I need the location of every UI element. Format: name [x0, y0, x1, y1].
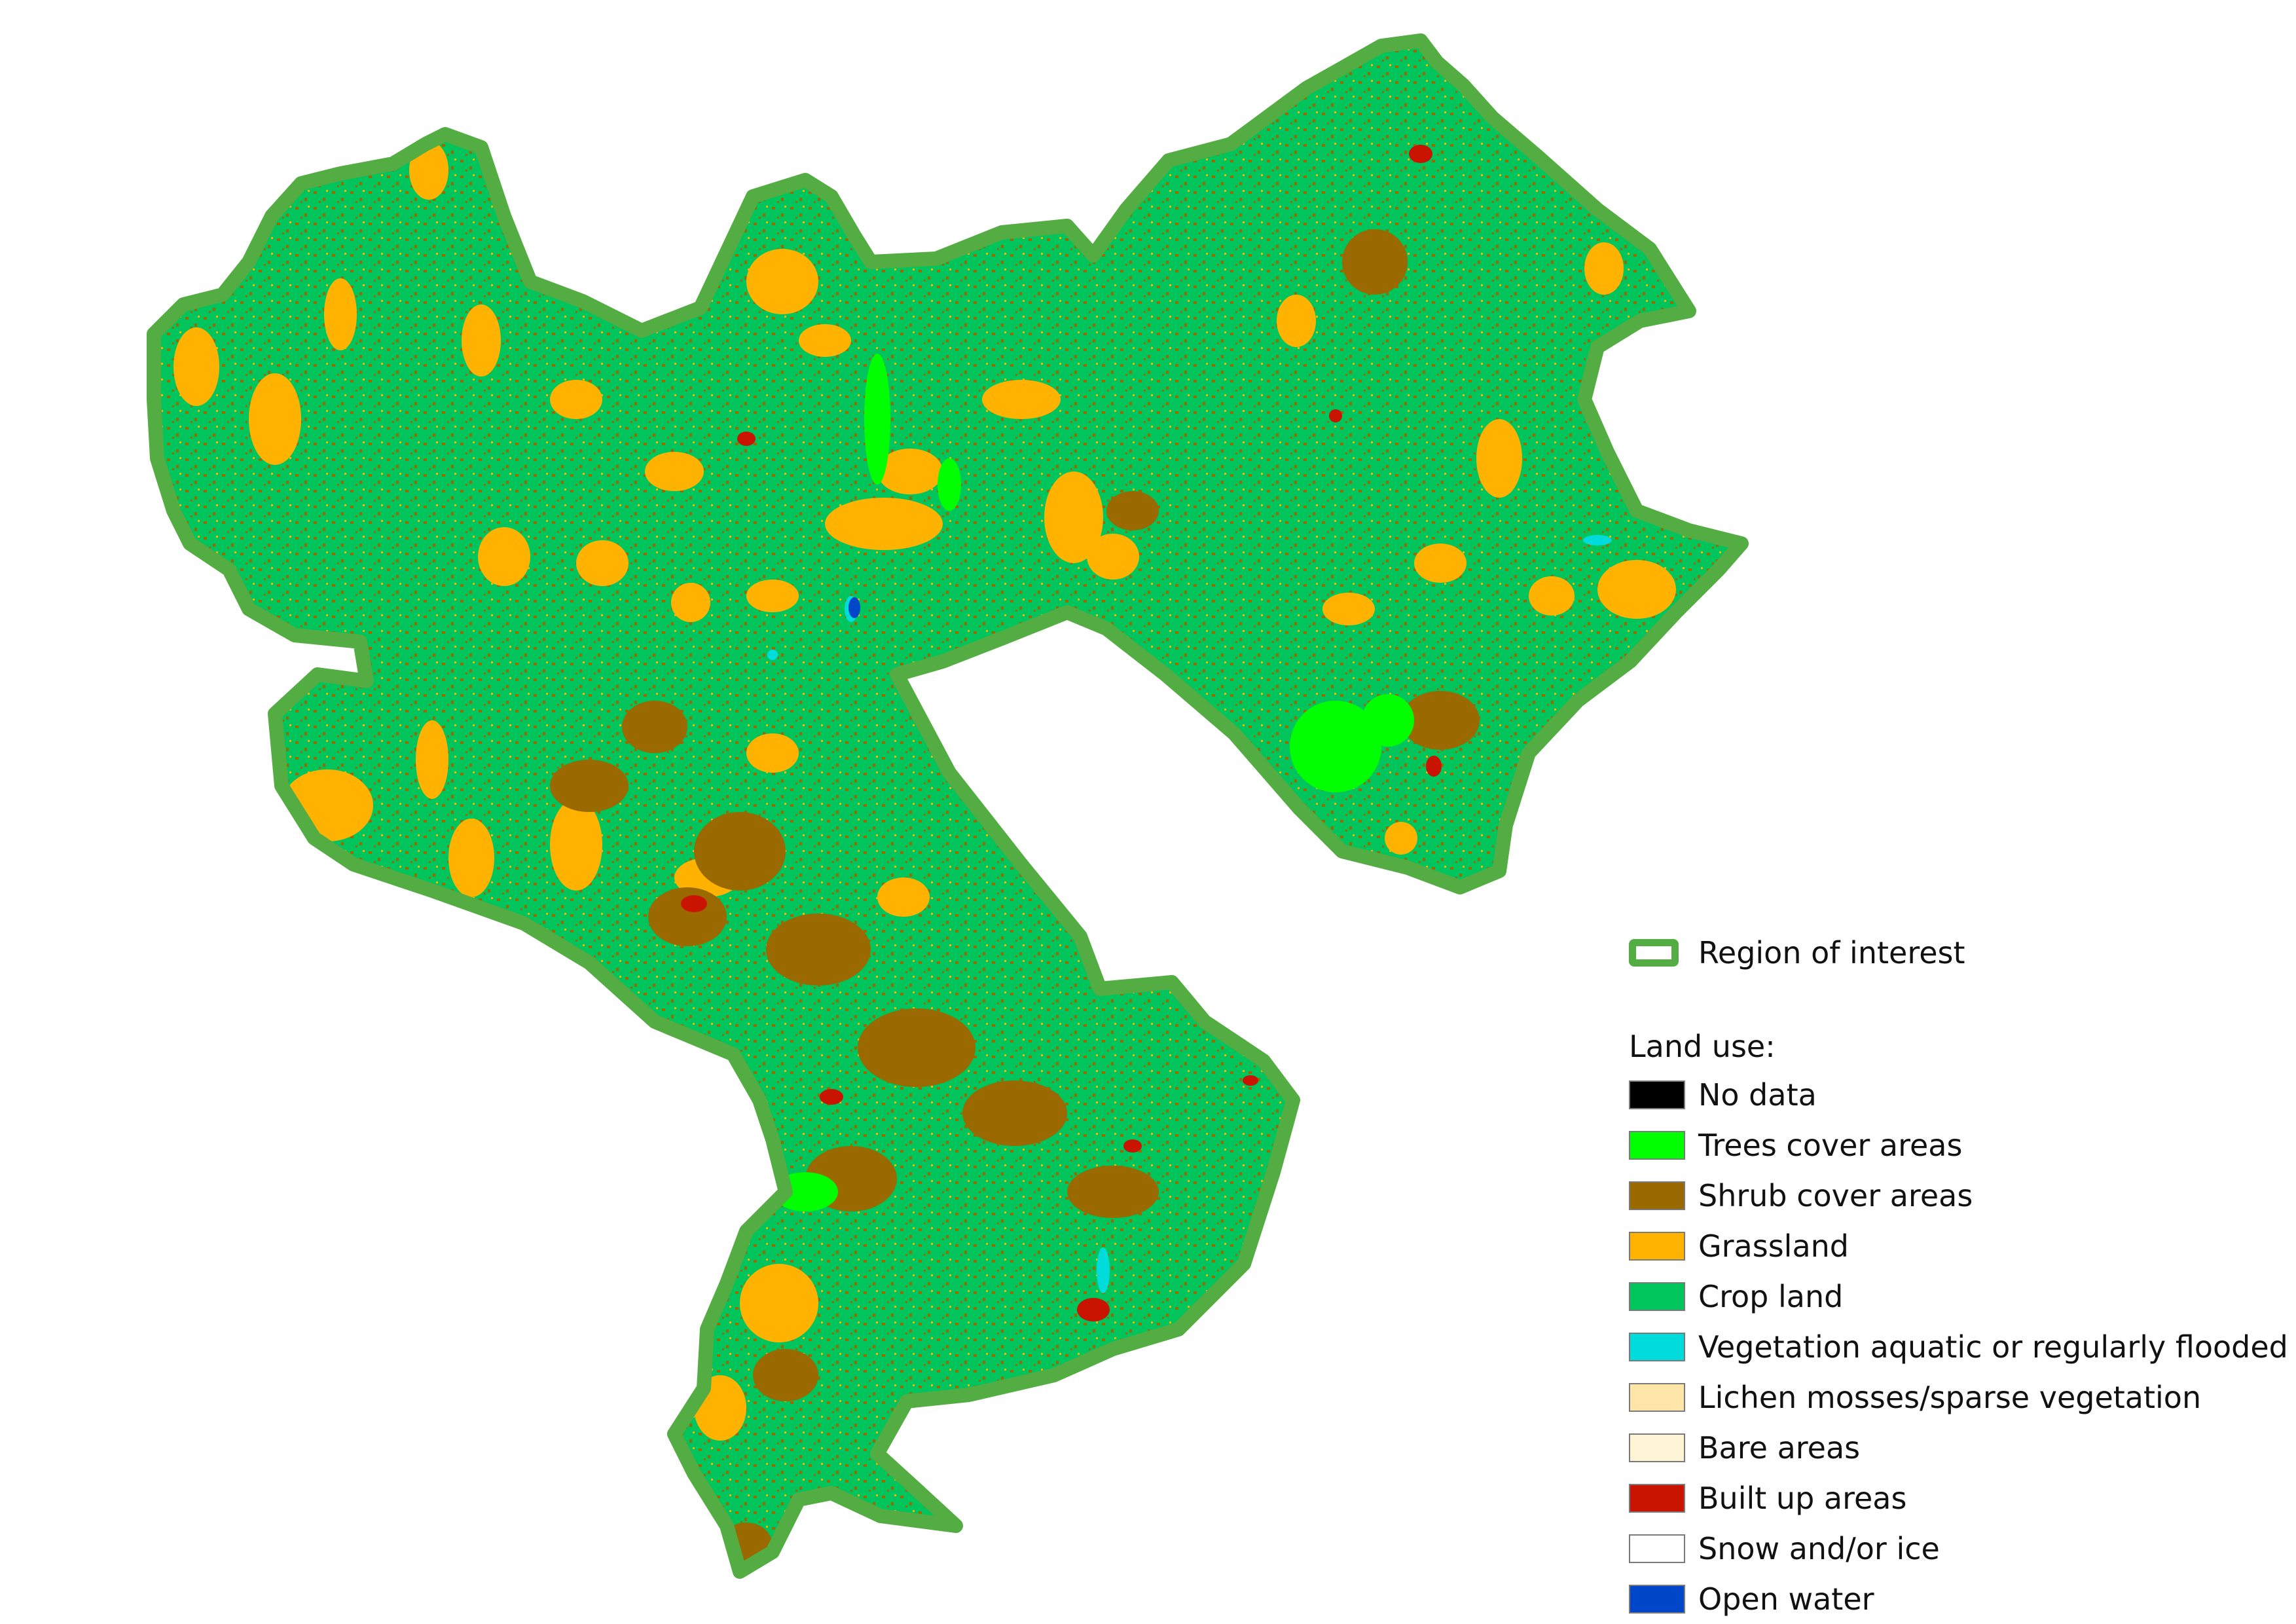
- legend-label: Grassland: [1698, 1228, 1849, 1264]
- legend-label: Crop land: [1698, 1278, 1844, 1314]
- legend-swatch: [1629, 1282, 1685, 1311]
- legend-swatch: [1629, 1433, 1685, 1462]
- legend-label: Bare areas: [1698, 1430, 1861, 1466]
- legend-label: Built up areas: [1698, 1480, 1907, 1516]
- legend-item-open-water: Open water: [1629, 1574, 2290, 1624]
- legend-label: Snow and/or ice: [1698, 1530, 1940, 1566]
- legend-swatch: [1629, 1080, 1685, 1109]
- grassland-patches: [173, 141, 1676, 1565]
- legend-swatch: [1629, 1332, 1685, 1361]
- region-of-interest-label: Region of interest: [1698, 935, 1965, 970]
- legend-swatch: [1629, 1231, 1685, 1261]
- region-of-interest-swatch: [1629, 939, 1679, 967]
- legend-item-crop-land: Crop land: [1629, 1271, 2290, 1321]
- legend-region-of-interest: Region of interest: [1629, 933, 2290, 972]
- legend-items: No data Trees cover areas Shrub cover ar…: [1629, 1069, 2290, 1624]
- legend-label: No data: [1698, 1077, 1817, 1113]
- open-water-patches: [848, 597, 860, 618]
- legend-label: Vegetation aquatic or regularly flooded: [1698, 1329, 2288, 1365]
- legend-label: Shrub cover areas: [1698, 1177, 1973, 1213]
- legend-swatch: [1629, 1534, 1685, 1563]
- legend-item-trees-cover: Trees cover areas: [1629, 1120, 2290, 1170]
- legend-swatch: [1629, 1181, 1685, 1210]
- tree-cover-patches: [773, 354, 1689, 1211]
- legend-title: Land use:: [1629, 1029, 1776, 1064]
- legend-swatch: [1629, 1130, 1685, 1160]
- legend-item-vegetation-aquatic: Vegetation aquatic or regularly flooded: [1629, 1321, 2290, 1372]
- legend-item-built-up: Built up areas: [1629, 1473, 2290, 1523]
- legend-item-bare-areas: Bare areas: [1629, 1422, 2290, 1473]
- legend-item-snow-ice: Snow and/or ice: [1629, 1523, 2290, 1574]
- legend-swatch: [1629, 1584, 1685, 1614]
- map-legend: Region of interest Land use: No data Tre…: [1629, 933, 2290, 1624]
- built-up-patches: [355, 145, 1442, 1321]
- legend-label: Trees cover areas: [1698, 1127, 1963, 1163]
- legend-swatch: [1629, 1483, 1685, 1513]
- legend-item-grassland: Grassland: [1629, 1221, 2290, 1271]
- legend-label: Lichen mosses/sparse vegetation: [1698, 1379, 2202, 1415]
- legend-swatch: [1629, 1382, 1685, 1412]
- legend-item-lichen-mosses: Lichen mosses/sparse vegetation: [1629, 1372, 2290, 1422]
- legend-item-shrub-cover: Shrub cover areas: [1629, 1170, 2290, 1221]
- shrub-patches: [550, 229, 1480, 1568]
- legend-item-no-data: No data: [1629, 1069, 2290, 1120]
- legend-label: Open water: [1698, 1581, 1874, 1617]
